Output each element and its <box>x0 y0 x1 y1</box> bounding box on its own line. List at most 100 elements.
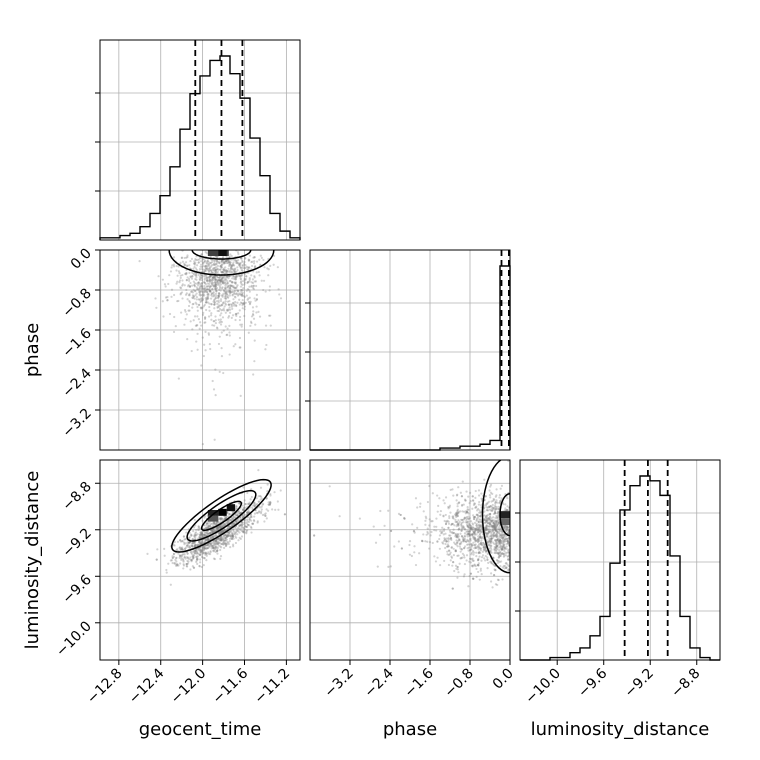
sample-point <box>203 277 206 280</box>
sample-point <box>229 534 232 537</box>
sample-point <box>191 555 194 558</box>
sample-point <box>468 517 471 520</box>
sample-point <box>501 533 504 537</box>
sample-point <box>200 265 204 269</box>
sample-point <box>436 540 439 543</box>
sample-point <box>487 536 490 539</box>
sample-point <box>485 533 489 536</box>
sample-point <box>469 525 473 528</box>
sample-point <box>203 544 207 547</box>
sample-point <box>504 562 507 565</box>
sample-point <box>231 535 235 539</box>
sample-point <box>458 542 461 545</box>
sample-point <box>241 508 244 512</box>
density-cell <box>218 250 227 256</box>
sample-point <box>215 261 219 264</box>
sample-point <box>496 511 499 514</box>
sample-point <box>214 296 218 300</box>
sample-point <box>231 268 235 271</box>
sample-point <box>486 514 489 517</box>
sample-point <box>505 525 509 528</box>
sample-point <box>246 523 250 526</box>
sample-point <box>457 522 460 525</box>
sample-point <box>488 489 491 492</box>
sample-point <box>498 532 501 535</box>
sample-point <box>477 527 480 530</box>
sample-point <box>204 316 207 319</box>
sample-point <box>235 259 238 262</box>
sample-point <box>269 501 272 504</box>
sample-point <box>198 553 202 557</box>
sample-point <box>449 551 452 554</box>
sample-point <box>241 291 244 294</box>
sample-point <box>197 526 200 530</box>
sample-point <box>466 508 469 511</box>
sample-point <box>200 268 203 271</box>
sample-point <box>253 360 256 363</box>
sample-point <box>482 514 486 517</box>
sample-point <box>258 258 261 261</box>
sample-point <box>194 549 197 552</box>
sample-point <box>235 529 238 532</box>
sample-point <box>497 521 501 525</box>
sample-point <box>473 502 476 505</box>
sample-point <box>247 300 251 304</box>
sample-point <box>176 564 179 567</box>
sample-point <box>504 554 507 557</box>
sample-point <box>212 295 216 298</box>
sample-point <box>204 544 207 547</box>
sample-point <box>493 531 496 534</box>
sample-point <box>219 280 222 283</box>
sample-point <box>424 515 427 518</box>
sample-point <box>374 541 378 544</box>
sample-point <box>488 522 491 525</box>
panel-frame <box>309 249 511 451</box>
sample-point <box>231 277 234 280</box>
sample-point <box>221 536 224 539</box>
sample-point <box>431 492 434 495</box>
sample-point <box>451 587 454 590</box>
sample-point <box>457 528 460 531</box>
sample-point <box>221 259 224 262</box>
sample-point <box>192 280 195 283</box>
sample-point <box>486 534 489 537</box>
sample-point <box>233 286 236 290</box>
sample-point <box>212 291 215 294</box>
sample-point <box>259 486 263 489</box>
sample-point <box>260 497 263 500</box>
sample-point <box>454 550 457 553</box>
sample-point <box>211 259 214 262</box>
sample-point <box>399 513 402 517</box>
sample-point <box>246 491 249 494</box>
sample-point <box>459 510 462 513</box>
sample-point <box>507 531 510 534</box>
sample-point <box>241 298 244 302</box>
sample-point <box>214 297 217 300</box>
sample-point <box>498 539 501 542</box>
sample-point <box>239 346 242 349</box>
sample-point <box>411 523 414 526</box>
sample-point <box>198 291 201 294</box>
sample-point <box>232 261 235 264</box>
sample-point <box>227 315 231 318</box>
sample-point <box>240 294 243 297</box>
sample-point <box>170 266 173 269</box>
sample-point <box>472 553 475 556</box>
sample-point <box>206 292 210 295</box>
sample-point <box>201 306 204 309</box>
sample-point <box>242 508 245 512</box>
sample-point <box>164 285 167 288</box>
sample-point <box>206 296 209 299</box>
sample-point <box>209 255 212 259</box>
sample-point <box>487 532 490 535</box>
sample-point <box>502 564 505 568</box>
sample-point <box>226 280 229 283</box>
sample-point <box>231 314 235 317</box>
sample-point <box>214 270 217 273</box>
sample-point <box>212 285 216 288</box>
sample-point <box>251 522 254 525</box>
x-label-geocent-time: geocent_time <box>139 719 262 740</box>
sample-point <box>470 533 474 536</box>
sample-point <box>183 284 186 287</box>
sample-point <box>443 538 446 541</box>
